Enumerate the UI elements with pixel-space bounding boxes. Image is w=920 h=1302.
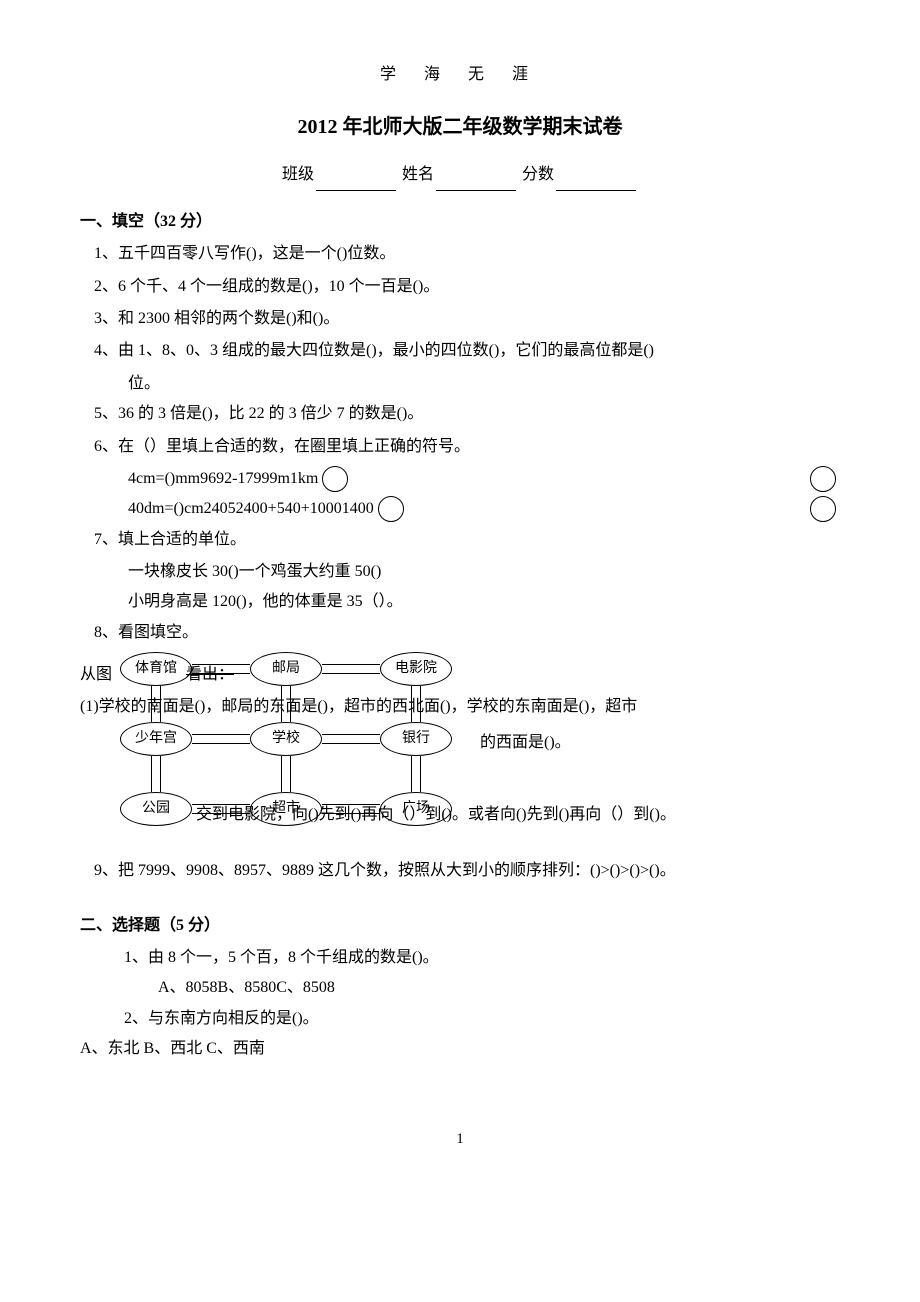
q8-2: 交到电影院，向()先到()再向（）到()。或者向()先到()再向（）到()。: [196, 800, 836, 830]
vconn-5: [281, 756, 291, 792]
q6: 6、在（）里填上合适的数，在圈里填上正确的符号。: [80, 432, 840, 462]
s2-q2a: A、东北 B、西北 C、西南: [80, 1034, 840, 1064]
q6a-text: 4cm=()mm9692-17999m1km: [128, 464, 318, 494]
q7a: 一块橡皮长 30()一个鸡蛋大约重 50(): [80, 557, 840, 587]
q8-1b: 的西面是()。: [480, 728, 571, 758]
q6-row-a: 4cm=()mm9692-17999m1km: [80, 464, 840, 494]
q6b-text: 40dm=()cm24052400+540+10001400: [128, 494, 374, 524]
compare-circle-1: [322, 466, 348, 492]
class-label: 班级: [282, 166, 314, 183]
hconn-2: [322, 664, 380, 674]
compare-circle-2: [810, 466, 836, 492]
page-number: 1: [80, 1125, 840, 1154]
node-bank: 银行: [380, 722, 452, 756]
node-post: 邮局: [250, 652, 322, 686]
compare-circle-3: [378, 496, 404, 522]
q8: 8、看图填空。: [80, 618, 840, 648]
q6-row-b: 40dm=()cm24052400+540+10001400: [80, 494, 840, 524]
q8-line1: (1)学校的南面是()，邮局的东面是()，超市的西北面()，学校的东南面是()，…: [80, 692, 840, 722]
hconn-4: [322, 734, 380, 744]
q8-pre: 从图: [80, 660, 112, 690]
node-youth: 少年宫: [120, 722, 192, 756]
q5: 5、36 的 3 倍是()，比 22 的 3 倍少 7 的数是()。: [80, 399, 840, 429]
q8-1b-prefix: 超市: [605, 698, 637, 715]
node-gym: 体育馆: [120, 652, 192, 686]
s2-q1: 1、由 8 个一，5 个百，8 个千组成的数是()。: [80, 943, 840, 973]
section-2-head: 二、选择题（5 分）: [80, 911, 840, 941]
q7: 7、填上合适的单位。: [80, 525, 840, 555]
q4-cont: 位。: [80, 369, 840, 399]
q9: 9、把 7999、9908、8957、9889 这几个数，按照从大到小的顺序排列…: [80, 856, 840, 886]
s2-q1a: A、8058B、8580C、8508: [80, 973, 840, 1003]
exam-title: 2012 年北师大版二年级数学期末试卷: [80, 108, 840, 146]
node-park: 公园: [120, 792, 192, 826]
name-label: 姓名: [402, 166, 434, 183]
q8-1a: (1)学校的南面是()，邮局的东面是()，超市的西北面()，学校的东南面是()，: [80, 698, 605, 715]
q8-mid: 看出：: [186, 660, 234, 690]
score-blank: [556, 190, 636, 191]
node-cinema: 电影院: [380, 652, 452, 686]
hconn-3: [192, 734, 250, 744]
map-diagram: 从图 看出： 体育馆 邮局 电影院 少年宫 学校 银行 公园 超市 广场 (1)…: [80, 652, 840, 842]
compare-circle-4: [810, 496, 836, 522]
s2-q2: 2、与东南方向相反的是()。: [80, 1004, 840, 1034]
section-1-head: 一、填空（32 分）: [80, 207, 840, 237]
q4: 4、由 1、8、0、3 组成的最大四位数是()，最小的四位数()，它们的最高位都…: [80, 336, 840, 366]
node-school: 学校: [250, 722, 322, 756]
q2: 2、6 个千、4 个一组成的数是()，10 个一百是()。: [80, 272, 840, 302]
score-label: 分数: [522, 166, 554, 183]
subtitle-row: 班级 姓名 分数: [80, 160, 840, 190]
name-blank: [436, 190, 516, 191]
q7b: 小明身高是 120()，他的体重是 35（）。: [80, 587, 840, 617]
page-header: 学 海 无 涯: [80, 60, 840, 90]
q1: 1、五千四百零八写作()，这是一个()位数。: [80, 239, 840, 269]
class-blank: [316, 190, 396, 191]
q3: 3、和 2300 相邻的两个数是()和()。: [80, 304, 840, 334]
vconn-6: [411, 756, 421, 792]
vconn-4: [151, 756, 161, 792]
